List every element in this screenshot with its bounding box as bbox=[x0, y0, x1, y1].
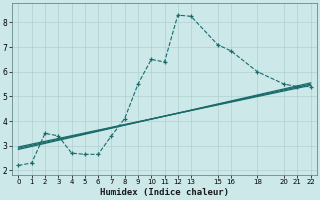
X-axis label: Humidex (Indice chaleur): Humidex (Indice chaleur) bbox=[100, 188, 229, 197]
